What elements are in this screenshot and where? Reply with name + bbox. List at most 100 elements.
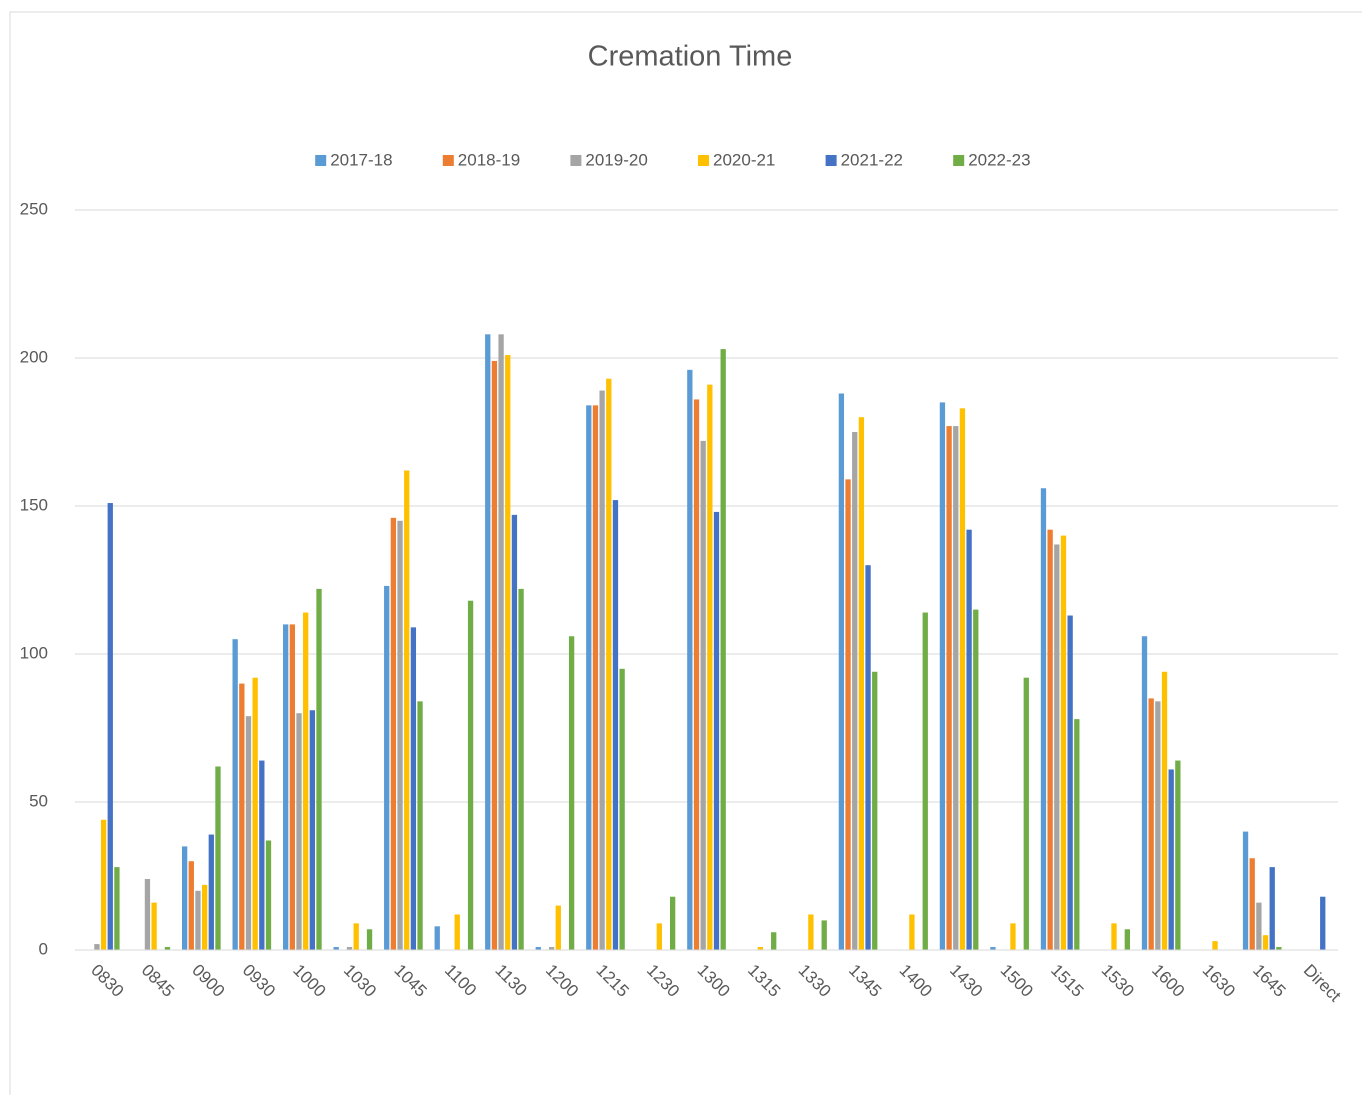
x-tick-label: 1045: [390, 961, 430, 1001]
bar: [939, 402, 946, 950]
x-tick-label: 1500: [997, 961, 1037, 1001]
bar: [1320, 896, 1326, 950]
legend-label: 2020-21: [713, 150, 775, 169]
bar: [114, 867, 120, 950]
x-tick-label: 1645: [1249, 961, 1289, 1001]
bar: [619, 668, 625, 950]
bar: [215, 766, 221, 950]
x-tick-label: 1330: [795, 961, 835, 1001]
bar: [1276, 947, 1282, 950]
bar: [94, 944, 100, 950]
x-tick-label: 1215: [592, 961, 632, 1001]
bar: [498, 334, 504, 950]
bar: [966, 529, 972, 950]
bar: [346, 947, 353, 950]
bar: [821, 920, 827, 950]
bar: [181, 846, 188, 950]
bar: [1269, 867, 1275, 950]
bar: [946, 426, 952, 951]
bar: [1249, 858, 1255, 950]
bar: [333, 947, 339, 950]
bar: [757, 947, 764, 950]
bar: [845, 479, 851, 950]
bar: [434, 926, 440, 950]
bar: [164, 947, 171, 950]
x-tick-label: 0845: [138, 961, 178, 1001]
bar: [852, 432, 858, 950]
bar: [491, 360, 498, 951]
bar: [1148, 698, 1154, 950]
bar: [289, 624, 295, 950]
x-tick-label: 1230: [643, 961, 683, 1001]
bar: [1010, 923, 1016, 950]
legend-label: 2022-23: [968, 150, 1030, 169]
bar: [201, 884, 208, 950]
bar: [535, 947, 541, 950]
bar: [922, 612, 928, 950]
legend-label: 2019-20: [585, 150, 647, 169]
bar: [858, 417, 865, 950]
x-tick-label: 1000: [289, 961, 329, 1001]
legend-label: 2018-19: [458, 150, 520, 169]
bar: [467, 600, 474, 950]
bar: [259, 760, 265, 950]
bar: [1124, 929, 1130, 950]
bar: [283, 624, 289, 950]
legend-label: 2017-18: [330, 150, 392, 169]
bar: [188, 861, 194, 950]
x-tick-label: 1130: [491, 961, 530, 1000]
bar: [687, 369, 693, 951]
x-tick-label: 1400: [896, 961, 936, 1001]
x-tick-label: 1530: [1098, 961, 1138, 1001]
bar: [656, 923, 662, 950]
legend-swatch: [698, 155, 709, 166]
x-tick-label: Direct: [1300, 961, 1345, 1006]
x-tick-label: 1100: [441, 961, 480, 1000]
bar: [144, 878, 151, 950]
bar: [1074, 719, 1080, 950]
bar: [548, 947, 555, 950]
bar: [838, 393, 845, 950]
bar: [1242, 831, 1249, 950]
bar: [953, 426, 959, 951]
bar: [239, 683, 245, 950]
bar: [700, 440, 706, 950]
legend-swatch: [570, 155, 582, 166]
bar: [1262, 935, 1269, 950]
bar: [265, 840, 272, 950]
x-tick-label: 1630: [1199, 961, 1239, 1001]
bar: [384, 585, 390, 950]
legend-swatch: [315, 155, 327, 166]
bar: [1161, 671, 1168, 950]
bar: [1067, 615, 1073, 950]
bar: [669, 896, 676, 950]
bar: [555, 905, 561, 950]
y-tick-label: 200: [20, 347, 48, 366]
bar: [518, 588, 524, 950]
bar: [1175, 760, 1181, 950]
bar: [417, 701, 423, 950]
x-tick-label: 0900: [188, 961, 228, 1001]
x-tick-label: 1515: [1047, 961, 1087, 1001]
chart-border: [9, 11, 1362, 1095]
y-tick-label: 50: [29, 791, 48, 810]
bar: [195, 890, 201, 950]
bar: [353, 923, 359, 950]
bar: [208, 834, 214, 950]
bar: [592, 405, 599, 950]
legend-label: 2021-22: [841, 150, 903, 169]
bar: [410, 627, 417, 950]
bar: [1040, 488, 1047, 950]
bar: [586, 405, 592, 950]
bar: [366, 929, 373, 950]
bar: [599, 390, 605, 950]
bar: [303, 612, 309, 950]
x-tick-label: 1430: [946, 961, 986, 1001]
bar: [1060, 535, 1067, 950]
bar: [309, 710, 315, 950]
bar: [1111, 923, 1117, 950]
y-tick-label: 100: [20, 643, 48, 662]
bar: [771, 932, 777, 950]
bar: [909, 914, 915, 950]
